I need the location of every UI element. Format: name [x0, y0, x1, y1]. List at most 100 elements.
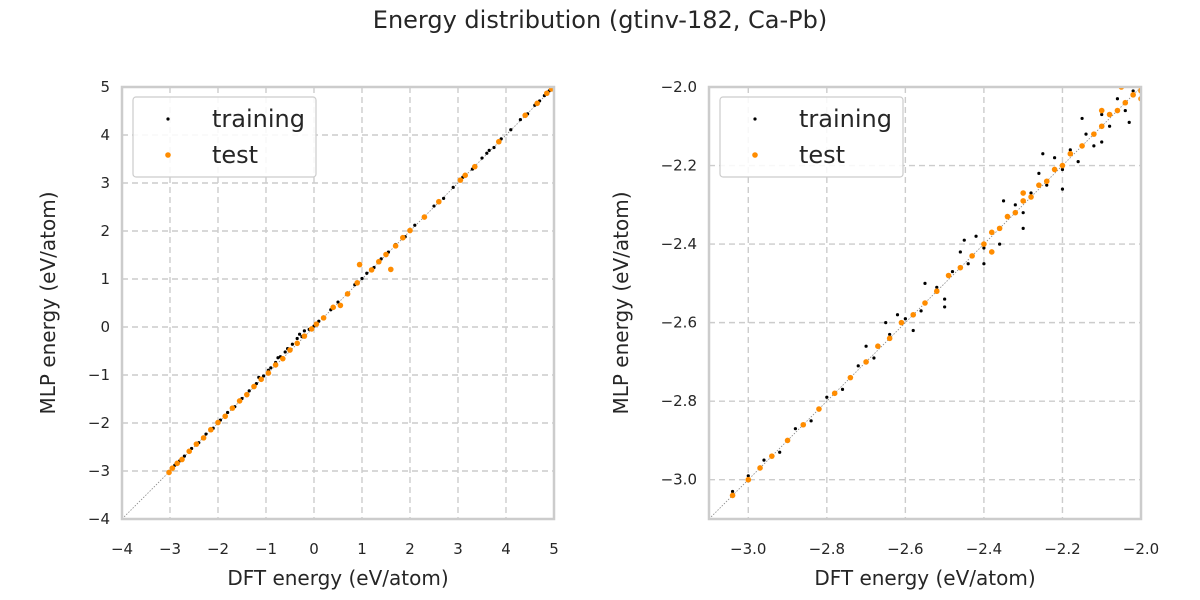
training-point [1080, 116, 1084, 121]
test-point [222, 413, 228, 420]
training-point [290, 342, 294, 346]
training-point [958, 250, 962, 254]
training-point [1060, 167, 1065, 172]
y-tick-label: −3 [88, 462, 110, 480]
training-point [966, 262, 970, 266]
y-tick-label: 5 [100, 78, 110, 96]
training-point [943, 305, 947, 309]
test-point [208, 426, 214, 433]
training-point [269, 366, 273, 370]
test-point [996, 225, 1003, 232]
training-point [919, 309, 923, 313]
training-point [485, 151, 489, 155]
legend-label-test: test [799, 141, 845, 169]
training-point [998, 242, 1002, 246]
x-tick-label: 4 [501, 540, 511, 558]
training-point [888, 332, 892, 337]
plot-frame [707, 85, 1143, 521]
test-point [847, 374, 854, 381]
test-point [354, 280, 361, 286]
legend-marker-test [752, 152, 758, 158]
legend-marker-training [753, 117, 757, 121]
test-point [534, 100, 540, 107]
y-tick-label: −2.6 [661, 314, 697, 332]
test-point [169, 465, 176, 471]
test-point [215, 419, 221, 426]
test-point [745, 476, 752, 483]
test-point [392, 243, 399, 249]
legend: training test [132, 96, 317, 178]
legend-label-training: training [799, 105, 892, 133]
data-points [729, 87, 1141, 499]
x-tick-label: −2.4 [966, 540, 1002, 558]
test-point [831, 390, 838, 397]
test-point [244, 391, 250, 398]
y-tick-label: −2.4 [661, 235, 697, 253]
x-tick-label: 5 [549, 540, 559, 558]
training-point [509, 128, 513, 132]
training-point [518, 118, 523, 122]
test-point [1098, 107, 1105, 114]
test-point [1051, 166, 1058, 173]
training-point [911, 328, 915, 333]
test-point [522, 112, 528, 119]
test-point [287, 347, 293, 353]
test-point [400, 234, 406, 241]
test-point [1106, 111, 1113, 118]
legend-marker-training [166, 117, 170, 121]
data-points [166, 87, 554, 476]
test-point [251, 383, 257, 390]
x-tick-label: −2.0 [1123, 540, 1159, 558]
test-point [1130, 92, 1136, 98]
training-point [1107, 124, 1112, 128]
legend-label-training: training [212, 105, 305, 133]
y-tick-label: 2 [100, 222, 110, 240]
test-point [1020, 198, 1026, 204]
test-point [1004, 213, 1011, 220]
test-point [368, 267, 375, 273]
test-point [166, 469, 172, 476]
training-point [982, 246, 986, 250]
training-point [962, 238, 966, 242]
training-point [413, 223, 417, 227]
training-point [1001, 199, 1006, 203]
training-point [974, 234, 978, 238]
legend-marker-test [165, 152, 171, 158]
x-tick-label: −3.0 [730, 540, 766, 558]
test-point [407, 227, 413, 234]
training-point [262, 374, 266, 378]
test-point [1036, 182, 1042, 188]
training-point [1060, 187, 1065, 191]
training-point [432, 204, 436, 208]
training-point [864, 344, 868, 348]
test-point [1020, 190, 1026, 196]
test-point [816, 406, 822, 412]
training-point [1021, 211, 1025, 215]
test-point [969, 253, 975, 259]
test-point [337, 302, 344, 309]
training-point [923, 281, 927, 285]
training-point [1115, 97, 1120, 101]
test-point [236, 398, 243, 404]
test-point [981, 241, 987, 247]
training-point [1100, 112, 1104, 117]
y-tick-label: 3 [100, 174, 110, 192]
test-point [544, 90, 550, 97]
training-point [895, 313, 900, 317]
training-point [1127, 120, 1131, 124]
test-point [1012, 209, 1019, 216]
training-point [298, 332, 302, 336]
training-point [1084, 132, 1088, 136]
training-point [1013, 203, 1017, 207]
x-tick-label: 1 [357, 540, 367, 558]
training-point [487, 148, 491, 152]
test-point [313, 321, 320, 327]
training-point [336, 300, 340, 304]
test-point [229, 405, 236, 411]
y-tick-label: −2.8 [661, 392, 697, 410]
x-tick-label: −2.6 [887, 540, 923, 558]
training-point [204, 432, 208, 436]
y-tick-label: −2 [88, 414, 110, 432]
y-tick-label: −2.0 [661, 78, 697, 96]
